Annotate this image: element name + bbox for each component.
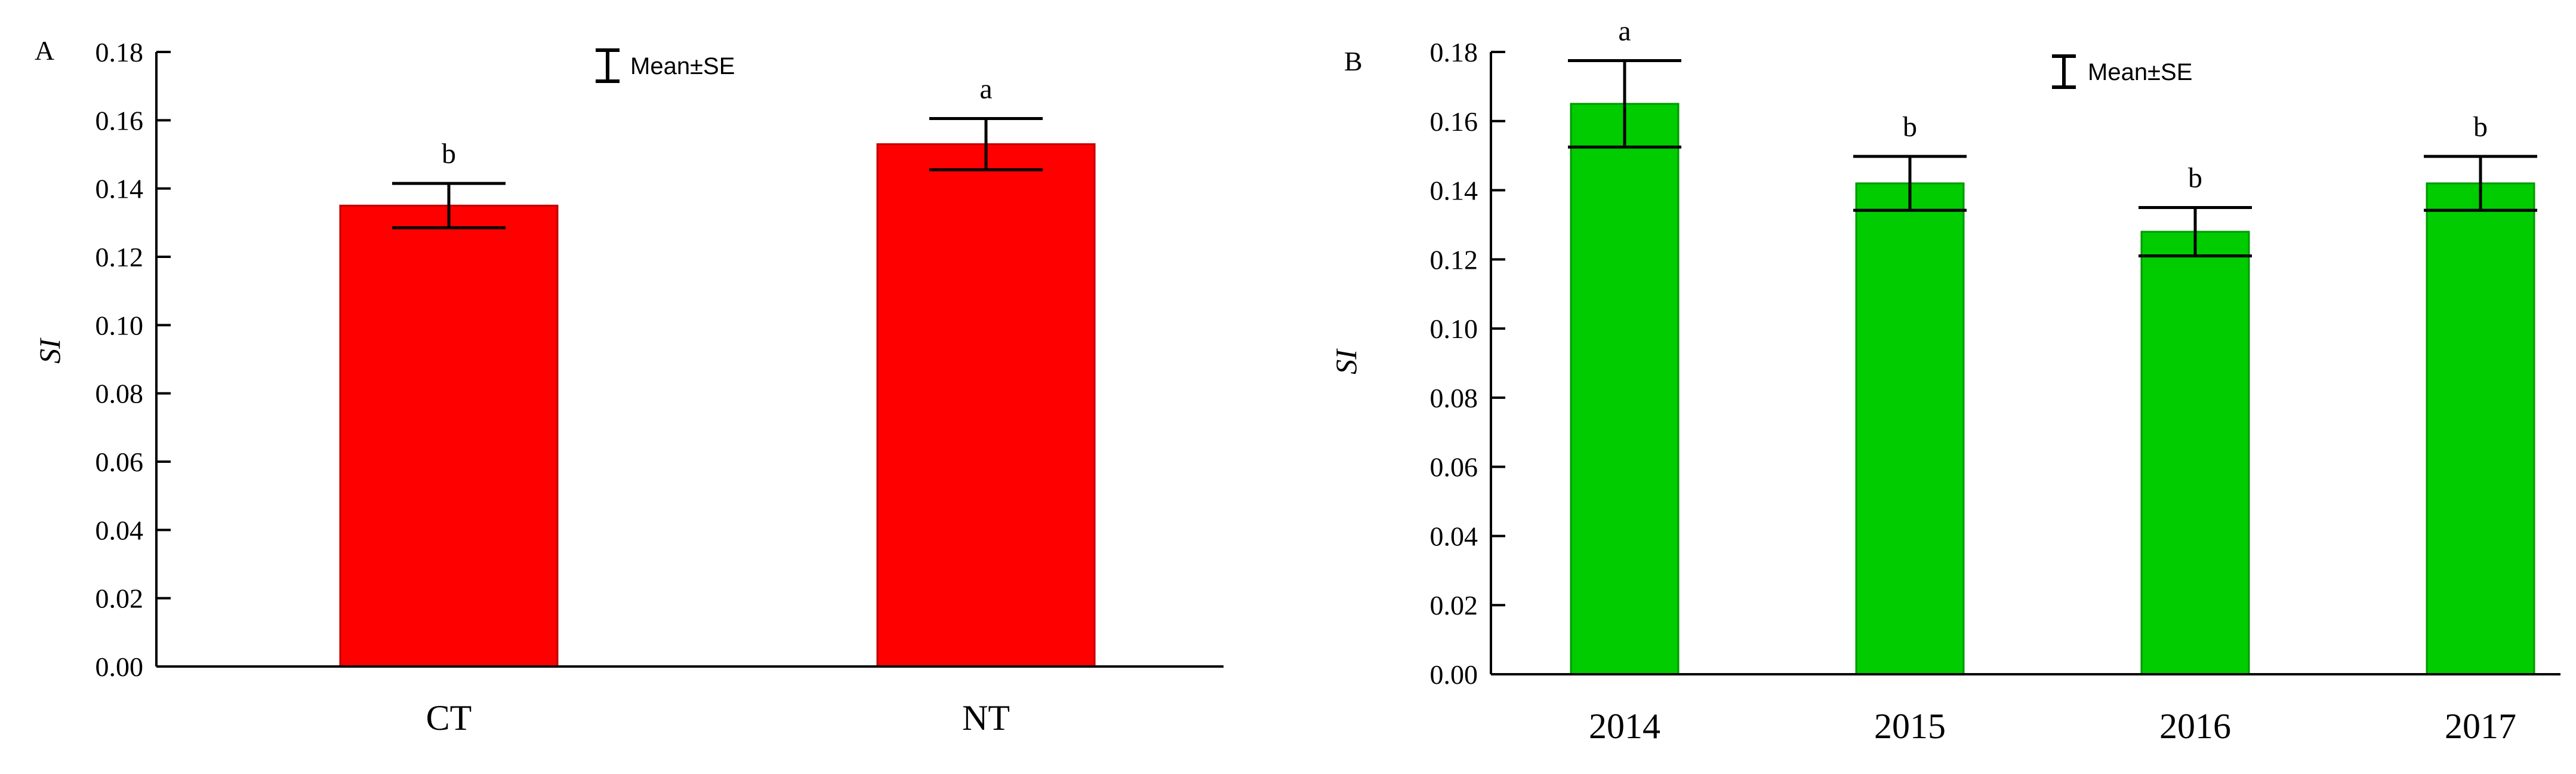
legend-b: Mean±SE bbox=[2052, 54, 2192, 89]
x-axis-labels-b: 2014 2015 2016 2017 bbox=[1589, 707, 2516, 746]
y-tick-label: 0.14 bbox=[1430, 176, 1478, 206]
bars-a bbox=[339, 143, 1096, 668]
error-bar bbox=[392, 182, 506, 229]
y-tick-label: 0.10 bbox=[95, 310, 144, 340]
panel-label-b: B bbox=[1344, 46, 1363, 76]
y-tick-label: 0.02 bbox=[95, 583, 144, 614]
error-bar bbox=[929, 116, 1043, 171]
y-tick-label: 0.06 bbox=[1430, 452, 1478, 483]
error-bars-a bbox=[392, 116, 1043, 229]
x-tick-label: 2015 bbox=[1874, 707, 1946, 746]
legend-label-a: Mean±SE bbox=[630, 53, 735, 79]
error-bar bbox=[1568, 59, 1681, 149]
error-bar bbox=[1853, 155, 1967, 212]
chart-panel-a: A SI 0.00 0.02 0.04 0.06 0.08 0.10 0.12 0.14 0.1… bbox=[33, 35, 1224, 738]
significance-labels-a: ba bbox=[442, 73, 993, 170]
legend-errorbar-icon bbox=[2052, 54, 2076, 89]
bars-b bbox=[1570, 103, 2535, 675]
panel-label-a: A bbox=[35, 35, 54, 66]
x-tick-label: 2017 bbox=[2445, 707, 2516, 746]
y-tick-label: 0.00 bbox=[95, 652, 144, 682]
y-tick-label: 0.16 bbox=[95, 105, 144, 136]
legend-a: Mean±SE bbox=[596, 48, 735, 83]
bar bbox=[876, 143, 1096, 668]
y-tick-label: 0.02 bbox=[1430, 590, 1478, 621]
legend-label-b: Mean±SE bbox=[2088, 59, 2192, 85]
significance-label: b bbox=[2188, 162, 2202, 194]
significance-label: b bbox=[2473, 111, 2488, 143]
y-tick-label: 0.04 bbox=[95, 515, 144, 545]
y-tick-label: 0.12 bbox=[95, 242, 144, 272]
bar bbox=[2140, 231, 2250, 675]
y-tick-label: 0.10 bbox=[1430, 314, 1478, 344]
x-tick-label: 2014 bbox=[1589, 707, 1660, 746]
error-bar bbox=[2139, 206, 2252, 258]
x-tick-label: NT bbox=[962, 698, 1010, 738]
y-tick-label: 0.14 bbox=[95, 174, 144, 204]
bar bbox=[2426, 182, 2535, 675]
legend-errorbar-icon bbox=[596, 48, 620, 83]
bar bbox=[1570, 103, 1680, 675]
significance-labels-b: a b b b bbox=[1618, 15, 2488, 194]
y-tick-label: 0.18 bbox=[95, 37, 144, 67]
axes-a bbox=[155, 52, 1224, 668]
y-axis-ticks-a: 0.00 0.02 0.04 0.06 0.08 0.10 0.12 0.14 0.16 0.18 bbox=[95, 37, 171, 682]
y-axis-label-a: SI bbox=[33, 337, 66, 364]
significance-label: b bbox=[1903, 111, 1917, 143]
significance-label: a bbox=[979, 73, 992, 105]
bar bbox=[1855, 182, 1965, 675]
y-axis-label-b: SI bbox=[1329, 348, 1363, 374]
y-tick-label: 0.06 bbox=[95, 447, 144, 477]
y-tick-label: 0.04 bbox=[1430, 521, 1478, 551]
y-tick-label: 0.16 bbox=[1430, 106, 1478, 137]
error-bar bbox=[2424, 155, 2537, 212]
y-tick-label: 0.12 bbox=[1430, 244, 1478, 275]
x-tick-label: 2016 bbox=[2159, 707, 2231, 746]
y-tick-label: 0.00 bbox=[1430, 659, 1478, 690]
significance-label: a bbox=[1618, 15, 1631, 47]
y-axis-ticks-b: 0.00 0.02 0.04 0.06 0.08 0.10 0.12 0.14 0.16 0.18 bbox=[1430, 37, 1505, 690]
bar bbox=[339, 204, 559, 668]
x-axis-labels-a: CT NT bbox=[426, 698, 1010, 738]
axes-b bbox=[1490, 52, 2560, 675]
y-tick-label: 0.18 bbox=[1430, 37, 1478, 67]
y-tick-label: 0.08 bbox=[95, 379, 144, 409]
x-tick-label: CT bbox=[426, 698, 472, 738]
significance-label: b bbox=[442, 138, 456, 170]
chart-panel-b: B SI 0.00 0.02 0.04 0.06 0.08 0.10 0.12 0.14 0.1… bbox=[1329, 15, 2560, 746]
error-bars-b bbox=[1568, 59, 2537, 258]
y-tick-label: 0.08 bbox=[1430, 383, 1478, 413]
